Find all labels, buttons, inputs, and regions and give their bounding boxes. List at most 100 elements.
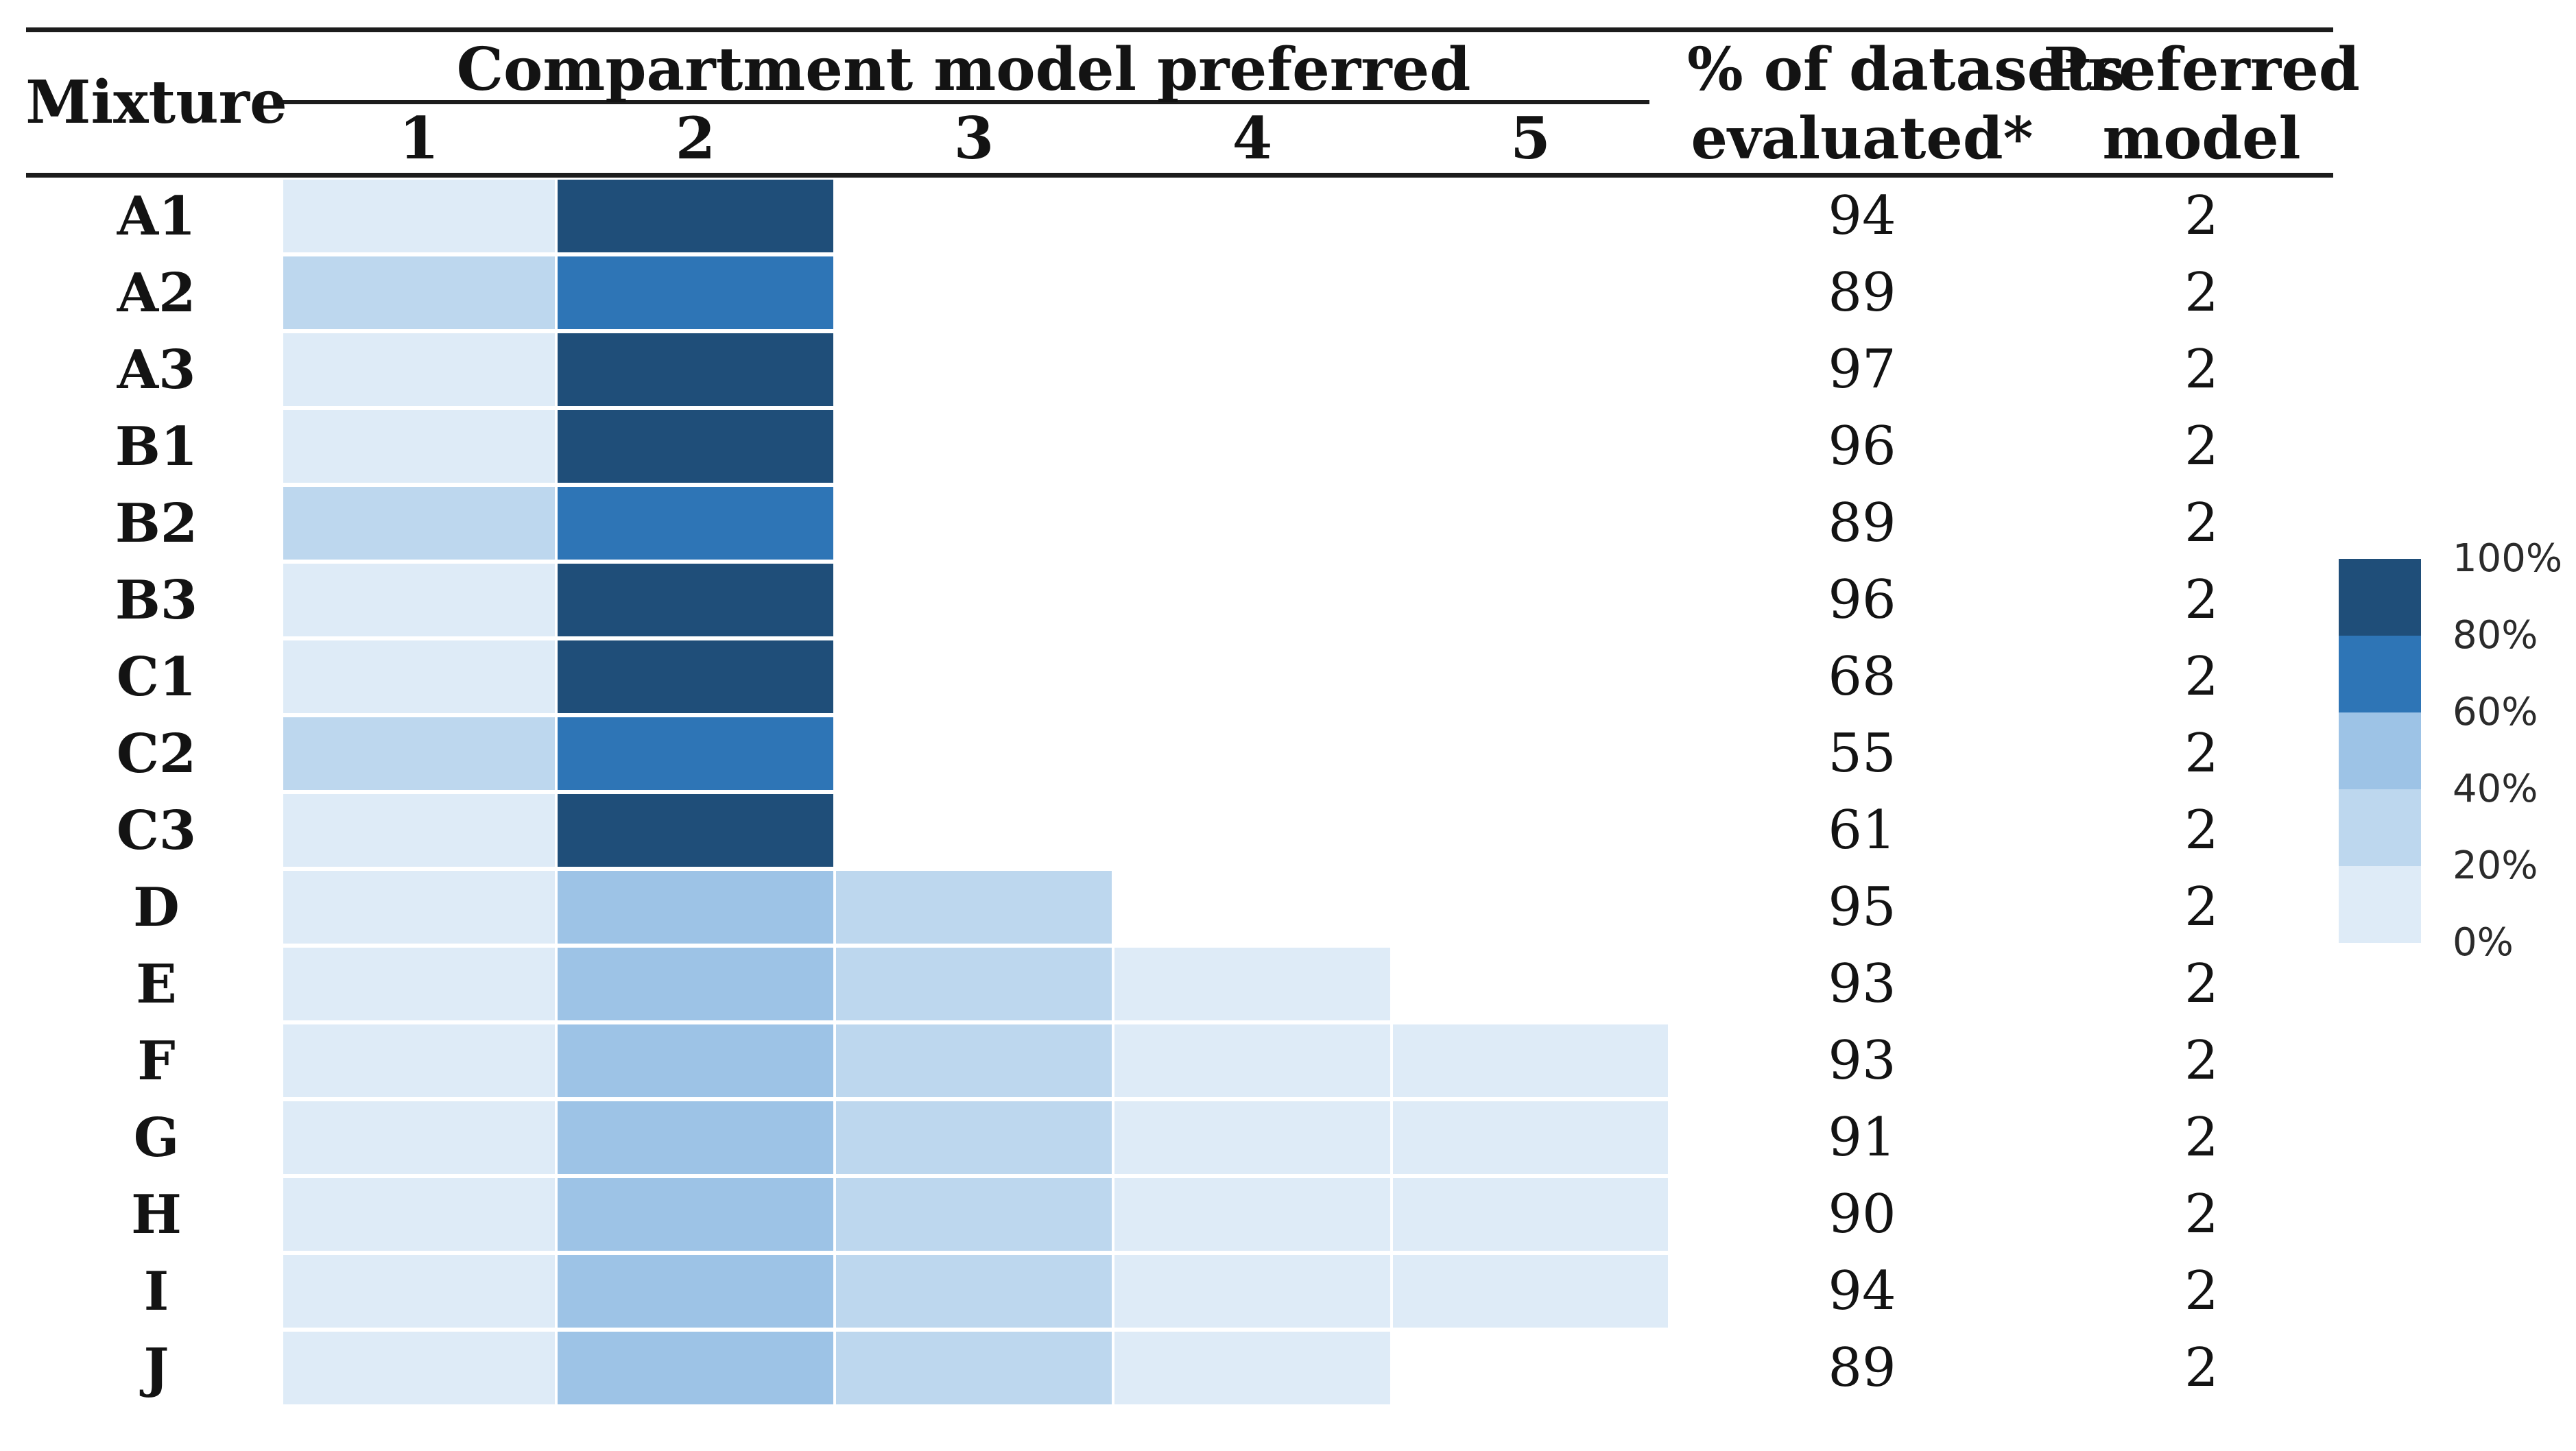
heat-cell <box>558 1178 833 1251</box>
preferred-model-value: 2 <box>2184 492 2219 554</box>
heat-cell <box>558 640 833 713</box>
heat-cell <box>836 1178 1112 1251</box>
heat-cell <box>558 564 833 636</box>
legend-color-band <box>2339 636 2421 712</box>
heat-cell <box>558 487 833 560</box>
mixture-row-label: B2 <box>115 492 198 555</box>
preferred-model-value: 2 <box>2184 1337 2219 1399</box>
heat-cell <box>283 1101 555 1174</box>
preferred-model-value: 2 <box>2184 723 2219 784</box>
heat-cell <box>836 1332 1112 1404</box>
model-column-header: 2 <box>675 104 716 172</box>
col-header-mixture: Mixture <box>25 67 287 137</box>
datasets-evaluated-value: 90 <box>1828 1184 1896 1245</box>
datasets-evaluated-value: 96 <box>1828 569 1896 631</box>
preferred-model-value: 2 <box>2184 185 2219 247</box>
preferred-model-value: 2 <box>2184 1107 2219 1168</box>
legend-color-band <box>2339 712 2421 789</box>
preferred-model-value: 2 <box>2184 569 2219 631</box>
heat-cell <box>558 871 833 944</box>
preferred-model-value: 2 <box>2184 800 2219 861</box>
heat-cell <box>836 1255 1112 1328</box>
heat-cell <box>1393 1255 1668 1328</box>
datasets-evaluated-value: 94 <box>1828 1260 1896 1322</box>
preferred-model-value: 2 <box>2184 953 2219 1015</box>
heat-cell <box>836 948 1112 1020</box>
datasets-evaluated-value: 93 <box>1828 953 1896 1015</box>
mixture-row-label: J <box>143 1336 169 1400</box>
heat-cell <box>283 794 555 867</box>
datasets-evaluated-value: 61 <box>1828 800 1896 861</box>
preferred-model-value: 2 <box>2184 416 2219 477</box>
mixture-row-label: E <box>136 952 177 1016</box>
datasets-evaluated-value: 68 <box>1828 646 1896 708</box>
col-header-preferred-line1: Preferred <box>2043 35 2360 104</box>
legend-tick-label: 80% <box>2453 613 2538 658</box>
mixture-row-label: F <box>137 1029 176 1092</box>
datasets-evaluated-value: 91 <box>1828 1107 1896 1168</box>
mixture-row-label: A2 <box>117 261 196 324</box>
heat-cell <box>283 564 555 636</box>
heat-cell <box>283 1332 555 1404</box>
heat-cell <box>558 180 833 252</box>
datasets-evaluated-value: 89 <box>1828 262 1896 324</box>
heat-cell <box>283 871 555 944</box>
heat-cell <box>1114 1101 1390 1174</box>
heat-cell <box>1114 948 1390 1020</box>
datasets-evaluated-value: 95 <box>1828 876 1896 938</box>
heat-cell <box>283 1255 555 1328</box>
heat-cell <box>283 948 555 1020</box>
col-header-datasets-line2: evaluated* <box>1691 104 2034 172</box>
col-header-datasets-line1: % of datasets <box>1687 35 2125 104</box>
heat-cell <box>1393 1024 1668 1097</box>
heat-cell <box>283 1024 555 1097</box>
mixture-row-label: B3 <box>115 568 198 632</box>
legend-tick-label: 20% <box>2453 843 2538 888</box>
heat-cell <box>836 1024 1112 1097</box>
preferred-model-value: 2 <box>2184 339 2219 400</box>
heat-cell <box>283 487 555 560</box>
legend-color-band <box>2339 866 2421 943</box>
header-body-divider-rule <box>26 173 2333 178</box>
col-header-preferred-line2: model <box>2102 104 2301 172</box>
preferred-model-value: 2 <box>2184 1260 2219 1322</box>
heat-cell <box>1393 1101 1668 1174</box>
mixture-row-label: I <box>143 1260 169 1323</box>
heat-cell <box>836 1101 1112 1174</box>
preferred-model-value: 2 <box>2184 646 2219 708</box>
col-header-compartment-group: Compartment model preferred <box>456 35 1471 104</box>
mixture-row-label: D <box>133 876 180 939</box>
group-header-underline <box>278 100 1649 104</box>
heat-cell <box>558 1332 833 1404</box>
heat-cell <box>558 1024 833 1097</box>
preferred-model-value: 2 <box>2184 876 2219 938</box>
mixture-row-label: H <box>131 1183 182 1246</box>
heat-cell <box>283 717 555 790</box>
heat-cell <box>1114 1024 1390 1097</box>
heat-cell <box>283 410 555 483</box>
heat-cell <box>558 256 833 329</box>
datasets-evaluated-value: 93 <box>1828 1030 1896 1092</box>
heat-cell <box>558 948 833 1020</box>
heat-cell <box>283 333 555 406</box>
preferred-model-value: 2 <box>2184 262 2219 324</box>
heat-cell <box>1114 1332 1390 1404</box>
mixture-row-label: C3 <box>116 799 197 862</box>
legend-color-band <box>2339 789 2421 866</box>
heat-cell <box>283 256 555 329</box>
model-column-header: 5 <box>1510 104 1551 172</box>
datasets-evaluated-value: 55 <box>1828 723 1896 784</box>
model-column-header: 1 <box>398 104 440 172</box>
legend-color-band <box>2339 559 2421 636</box>
heat-cell <box>558 1101 833 1174</box>
datasets-evaluated-value: 97 <box>1828 339 1896 400</box>
top-rule <box>26 27 2333 32</box>
model-column-header: 4 <box>1232 104 1273 172</box>
legend-tick-label: 100% <box>2453 536 2563 581</box>
heat-cell <box>836 871 1112 944</box>
legend-tick-label: 0% <box>2453 920 2514 965</box>
heat-cell <box>558 794 833 867</box>
heat-cell <box>1114 1178 1390 1251</box>
preferred-model-value: 2 <box>2184 1184 2219 1245</box>
